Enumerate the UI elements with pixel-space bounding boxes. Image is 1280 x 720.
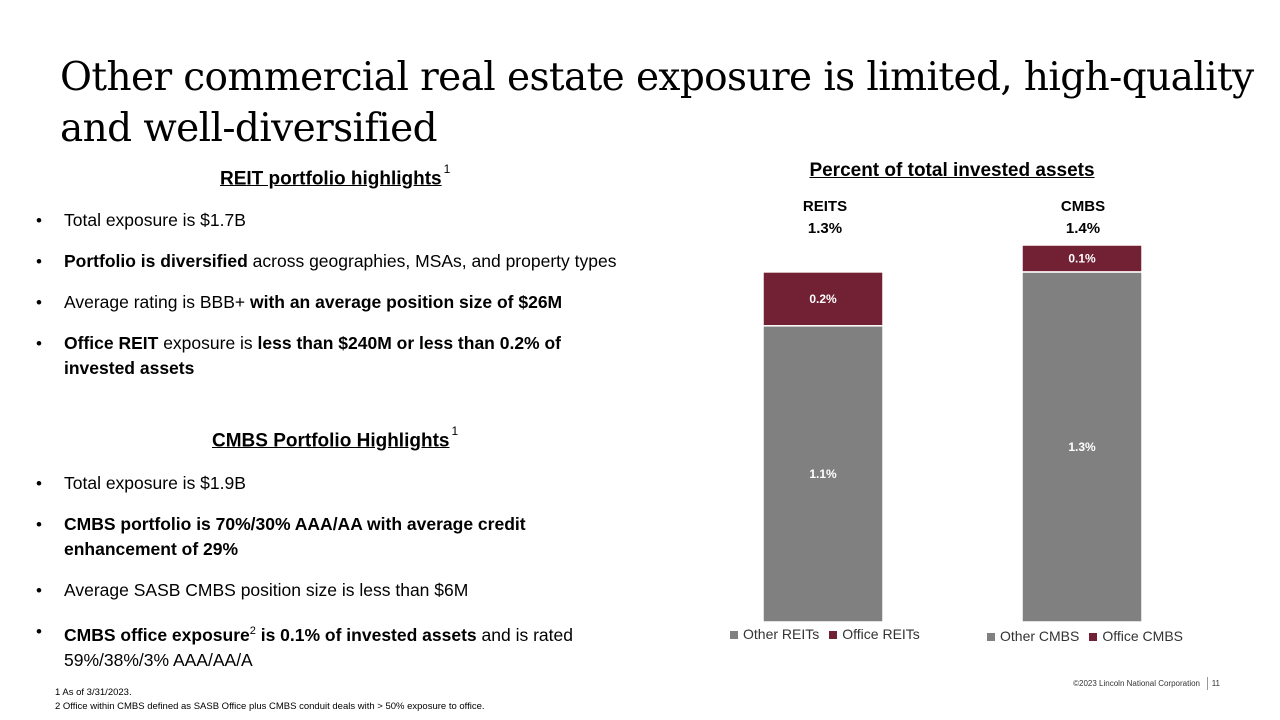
page-title: Other commercial real estate exposure is… — [60, 55, 1254, 151]
footnote-2: 2 Office within CMBS defined as SASB Off… — [55, 701, 485, 712]
cmbs-category-label: CMBS — [1060, 198, 1106, 215]
reit-office-label: Office REIT — [64, 333, 159, 353]
footnote-1: 1 As of 3/31/2023. — [55, 687, 132, 698]
footer-divider — [1207, 677, 1208, 690]
reit-heading-footnote: 1 — [443, 162, 451, 176]
cmbs-heading: CMBS Portfolio Highlights 1 — [212, 424, 458, 452]
reit-position-size: with an average position size of $26M — [249, 292, 563, 312]
bar-cmbs-office — [1021, 244, 1143, 273]
legend-item: Other CMBS — [987, 628, 1079, 644]
reit-heading-text: REIT portfolio highlights — [220, 168, 442, 190]
cmbs-office-footnote: 2 — [249, 625, 256, 637]
cmbs-bar-header: CMBS 1.4% — [1023, 196, 1143, 240]
cmbs-total-label: 1.4% — [1065, 220, 1101, 237]
cmbs-heading-footnote: 1 — [451, 424, 459, 438]
data-label-reits-other: 1.1% — [809, 467, 837, 481]
list-item: Office REIT exposure is less than $240M … — [36, 331, 626, 381]
legend-item: Office CMBS — [1089, 628, 1183, 644]
data-label-reits-office: 0.2% — [809, 292, 837, 306]
reit-rating: Average rating is BBB+ — [64, 292, 250, 312]
list-item: Total exposure is $1.7B — [36, 208, 626, 233]
cmbs-heading-text: CMBS Portfolio Highlights — [212, 430, 450, 452]
list-item: Portfolio is diversified across geograph… — [36, 249, 626, 274]
bar-cmbs-other — [1021, 271, 1143, 623]
list-item: CMBS portfolio is 70%/30% AAA/AA with av… — [36, 512, 626, 562]
reits-bar-header: REITS 1.3% — [765, 196, 885, 240]
legend-item: Other REITs — [730, 626, 819, 642]
copyright-text: ©2023 Lincoln National Corporation — [1073, 679, 1200, 688]
legend-item: Office REITs — [829, 626, 920, 642]
cmbs-office-rating: and is rated 59%/38%/3% AAA/AA/A — [64, 624, 573, 670]
cmbs-sasb: Average SASB CMBS position size is less … — [64, 580, 469, 600]
footnotes: 1 As of 3/31/2023. 2 Office within CMBS … — [55, 686, 485, 714]
reits-legend: Other REITs Office REITs — [730, 626, 920, 642]
legend-swatch-office — [829, 631, 838, 640]
cmbs-bullets: Total exposure is $1.9B CMBS portfolio i… — [36, 471, 626, 689]
reits-category-label: REITS — [802, 198, 848, 215]
reit-diversified: Portfolio is diversified — [64, 251, 248, 271]
legend-swatch-other — [730, 631, 738, 640]
copyright: ©2023 Lincoln National Corporation — [1073, 679, 1200, 688]
legend-label: Office CMBS — [1102, 628, 1184, 644]
cmbs-office-label: CMBS office exposure — [64, 624, 250, 645]
list-item: Average SASB CMBS position size is less … — [36, 578, 626, 603]
data-label-cmbs-other: 1.3% — [1068, 440, 1096, 454]
reit-office-connector: exposure is — [158, 333, 258, 353]
data-label-cmbs-office: 0.1% — [1068, 251, 1096, 265]
cmbs-portfolio: CMBS portfolio is 70%/30% AAA/AA with av… — [64, 514, 526, 559]
cmbs-total: Total exposure is $1.9B — [64, 473, 246, 493]
legend-swatch-other — [987, 633, 995, 642]
reit-total: Total exposure is $1.7B — [64, 210, 246, 230]
cmbs-legend: Other CMBS Office CMBS — [987, 628, 1183, 644]
stacked-bar-chart: 1.1% 0.2% 1.3% 0.1% — [762, 244, 1143, 623]
list-item: CMBS office exposure2 is 0.1% of investe… — [36, 619, 626, 673]
bar-reits-office — [762, 271, 884, 327]
reit-diversified-rest: across geographies, MSAs, and property t… — [247, 251, 617, 271]
legend-swatch-office — [1089, 633, 1098, 642]
page-number: 11 — [1211, 679, 1220, 688]
reit-bullets: Total exposure is $1.7B Portfolio is div… — [36, 208, 626, 397]
list-item: Total exposure is $1.9B — [36, 471, 626, 496]
reit-heading: REIT portfolio highlights 1 — [220, 162, 450, 190]
list-item: Average rating is BBB+ with an average p… — [36, 290, 626, 315]
legend-label: Other CMBS — [1000, 628, 1080, 644]
chart-title: Percent of total invested assets — [809, 160, 1095, 181]
reits-total-label: 1.3% — [807, 220, 843, 237]
legend-label: Office REITs — [842, 626, 920, 642]
reit-office-exposure: less than $240M or less than 0.2% of inv… — [64, 333, 561, 378]
bar-reits-other — [762, 325, 884, 623]
legend-label: Other REITs — [743, 626, 820, 642]
cmbs-office-exposure: is 0.1% of invested assets — [255, 624, 477, 645]
